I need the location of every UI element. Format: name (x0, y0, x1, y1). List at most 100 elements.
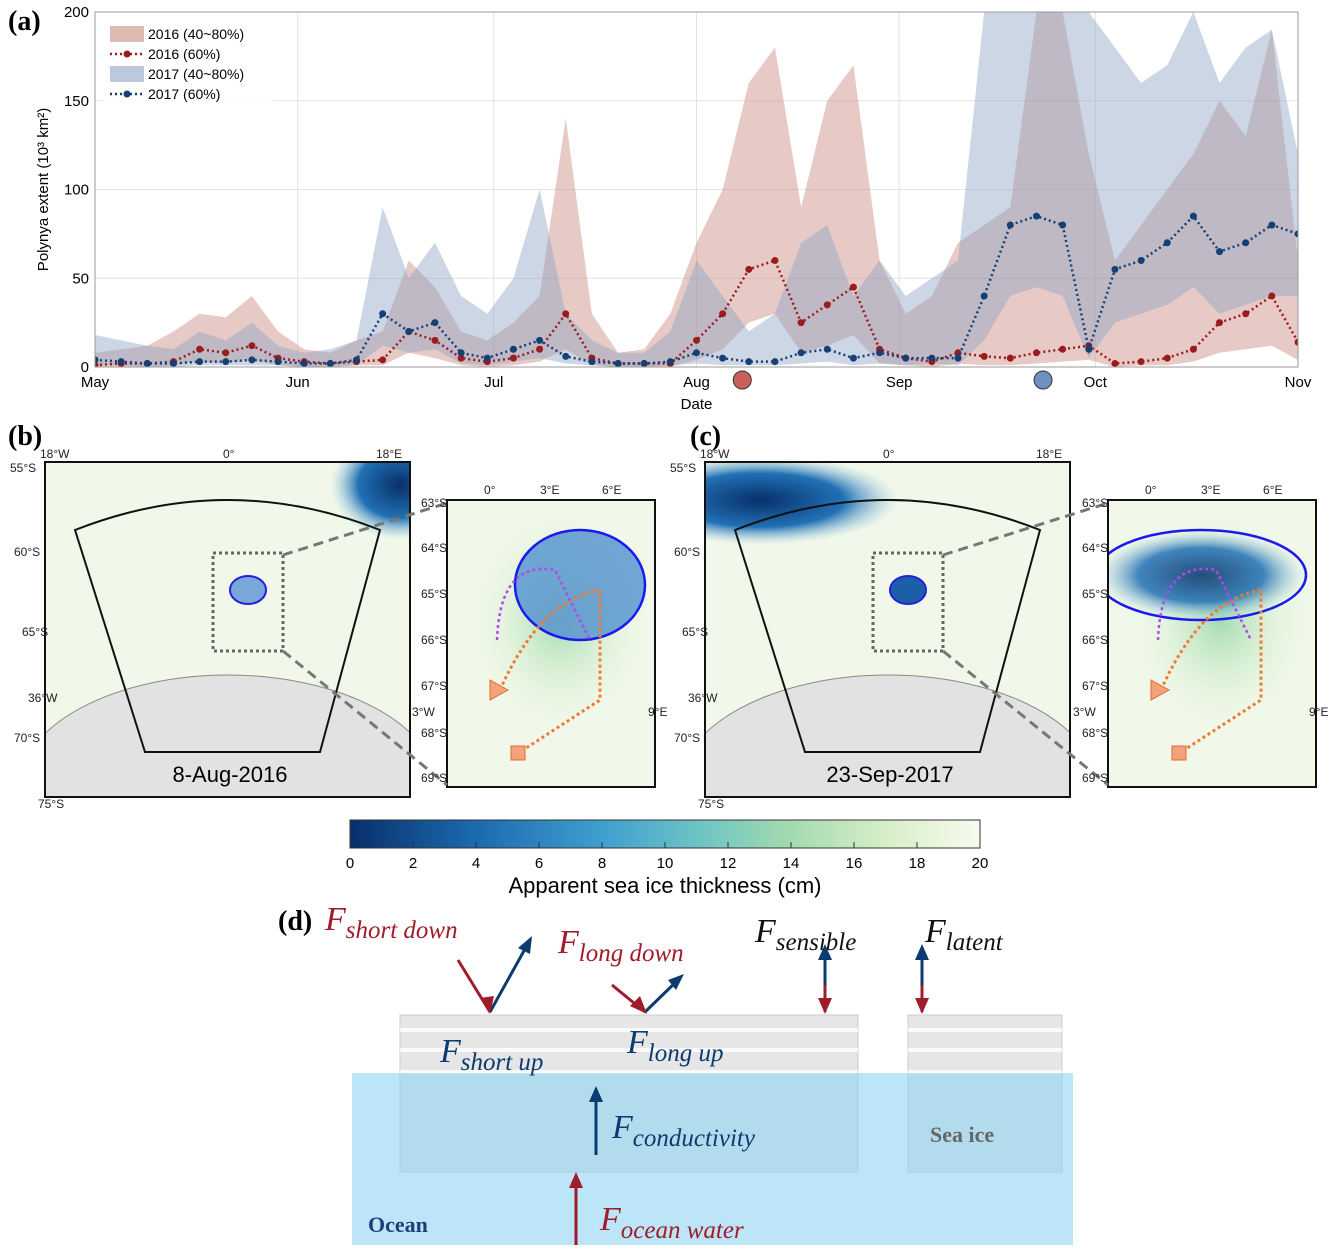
legend-swatch (110, 66, 144, 82)
arrow-heads (480, 936, 929, 1188)
inset-frame (446, 499, 656, 788)
data-point (823, 345, 831, 353)
flux-symbol: F (754, 913, 777, 950)
legend: 2016 (40~80%) 2016 (60%) 2017 (40~80%) 2017… (103, 18, 273, 108)
data-point (1294, 230, 1298, 238)
data-point (1111, 265, 1119, 273)
data-point (666, 358, 674, 366)
land (705, 674, 1070, 797)
colorbar-tick-label: 8 (598, 855, 606, 872)
data-point (1189, 345, 1197, 353)
data-point (169, 359, 177, 367)
data-point (797, 349, 805, 357)
inset-lat-label: 68°S (1082, 726, 1108, 740)
x-tick-label: Nov (1285, 374, 1312, 391)
data-point (1242, 310, 1250, 318)
lat-label: 70°S (674, 731, 700, 745)
flux-label: Flatent (924, 913, 1004, 956)
panel-d: Sea ice Ocean (d) Fshort down Flong downF… (278, 901, 1073, 1245)
colorbar-tick-label: 2 (409, 855, 417, 872)
lon-label: 36°W (28, 691, 58, 705)
colorbar-tick-label: 6 (535, 855, 543, 872)
lat-label: 55°S (670, 461, 696, 475)
start-marker (510, 745, 526, 761)
inset-lat-label: 63°S (1082, 496, 1108, 510)
sector (73, 499, 382, 753)
data-point (326, 359, 334, 367)
panels-bc: (b) (c) 8-Aug-2016 55°S 60°S 65°S 70°S 75°S 18… (8, 421, 1328, 811)
flux-subscript: short up (461, 1049, 544, 1076)
data-point (719, 310, 727, 318)
data-point (431, 336, 439, 344)
inset-lon-label: 9°E (1309, 705, 1328, 719)
lat-label: 75°S (698, 797, 724, 811)
data-point (1032, 212, 1040, 220)
flux-subscript: sensible (776, 929, 857, 956)
data-point (1163, 354, 1171, 362)
lat-label: 70°S (14, 731, 40, 745)
data-point (1006, 354, 1014, 362)
drift-track (1159, 588, 1263, 754)
data-point (509, 354, 517, 362)
inset-lat-label: 63°S (421, 496, 447, 510)
data-point (771, 257, 779, 264)
data-point (562, 310, 570, 318)
data-point (719, 354, 727, 362)
colorbar-tick-label: 16 (846, 855, 863, 872)
polynya (229, 575, 267, 605)
colorbar-tick-label: 4 (472, 855, 480, 872)
flux-label: Flong up (626, 1024, 723, 1067)
data-point (536, 345, 544, 353)
inset-lon-label: 6°E (602, 483, 621, 497)
colorbar-title: Apparent sea ice thickness (cm) (508, 873, 821, 898)
inset-lat-label: 65°S (421, 587, 447, 601)
data-point (1111, 359, 1119, 367)
map-frame (704, 461, 1071, 798)
lat-label: 65°S (682, 625, 708, 639)
lat-label: 75°S (38, 797, 64, 811)
band (95, 12, 1298, 367)
y-tick-label: 150 (64, 93, 89, 110)
lon-label: 18°W (700, 447, 730, 461)
flux-symbol: F (324, 901, 347, 938)
inset-lon-label: 3°W (412, 705, 435, 719)
map-body (705, 462, 1070, 797)
axes-frame (94, 11, 1299, 368)
x-tick-label: Jun (286, 374, 310, 391)
plot-series (95, 12, 1298, 367)
y-tick-label: 50 (72, 270, 89, 287)
data-point (588, 358, 596, 366)
y-axis-label: Polynya extent (10³ km²) (35, 108, 52, 271)
flux-subscript: long down (579, 940, 684, 967)
data-point (797, 319, 805, 327)
x-tick-label: May (81, 374, 110, 391)
map-date: 8-Aug-2016 (173, 762, 288, 787)
legend-dot (123, 50, 131, 58)
flux-subscript: short down (346, 917, 458, 944)
sector (733, 499, 1042, 753)
inset (1108, 500, 1316, 787)
data-point (196, 345, 204, 353)
lon-label: 18°W (40, 447, 70, 461)
map-date: 23-Sep-2017 (826, 762, 953, 787)
flux-label: Flong down (557, 924, 684, 967)
data-point (248, 356, 256, 364)
data-point (640, 359, 648, 367)
panel-label: (b) (8, 421, 42, 452)
map-frame (44, 461, 411, 798)
data-point (1268, 221, 1276, 229)
flux-symbol: F (924, 913, 947, 950)
flux-label: Fsensible (754, 913, 856, 956)
data-point (980, 352, 988, 360)
data-point (823, 301, 831, 309)
inset-lat-label: 66°S (421, 633, 447, 647)
flux-symbol: F (439, 1033, 462, 1070)
data-point (1059, 221, 1067, 229)
drift-track (498, 588, 602, 754)
panel-label: (c) (690, 421, 721, 452)
sea-ice-label: Sea ice (930, 1122, 994, 1147)
ocean-label: Ocean (368, 1212, 428, 1237)
legend-swatch (110, 26, 144, 42)
zoom-connector (942, 501, 1109, 557)
data-point (196, 358, 204, 366)
